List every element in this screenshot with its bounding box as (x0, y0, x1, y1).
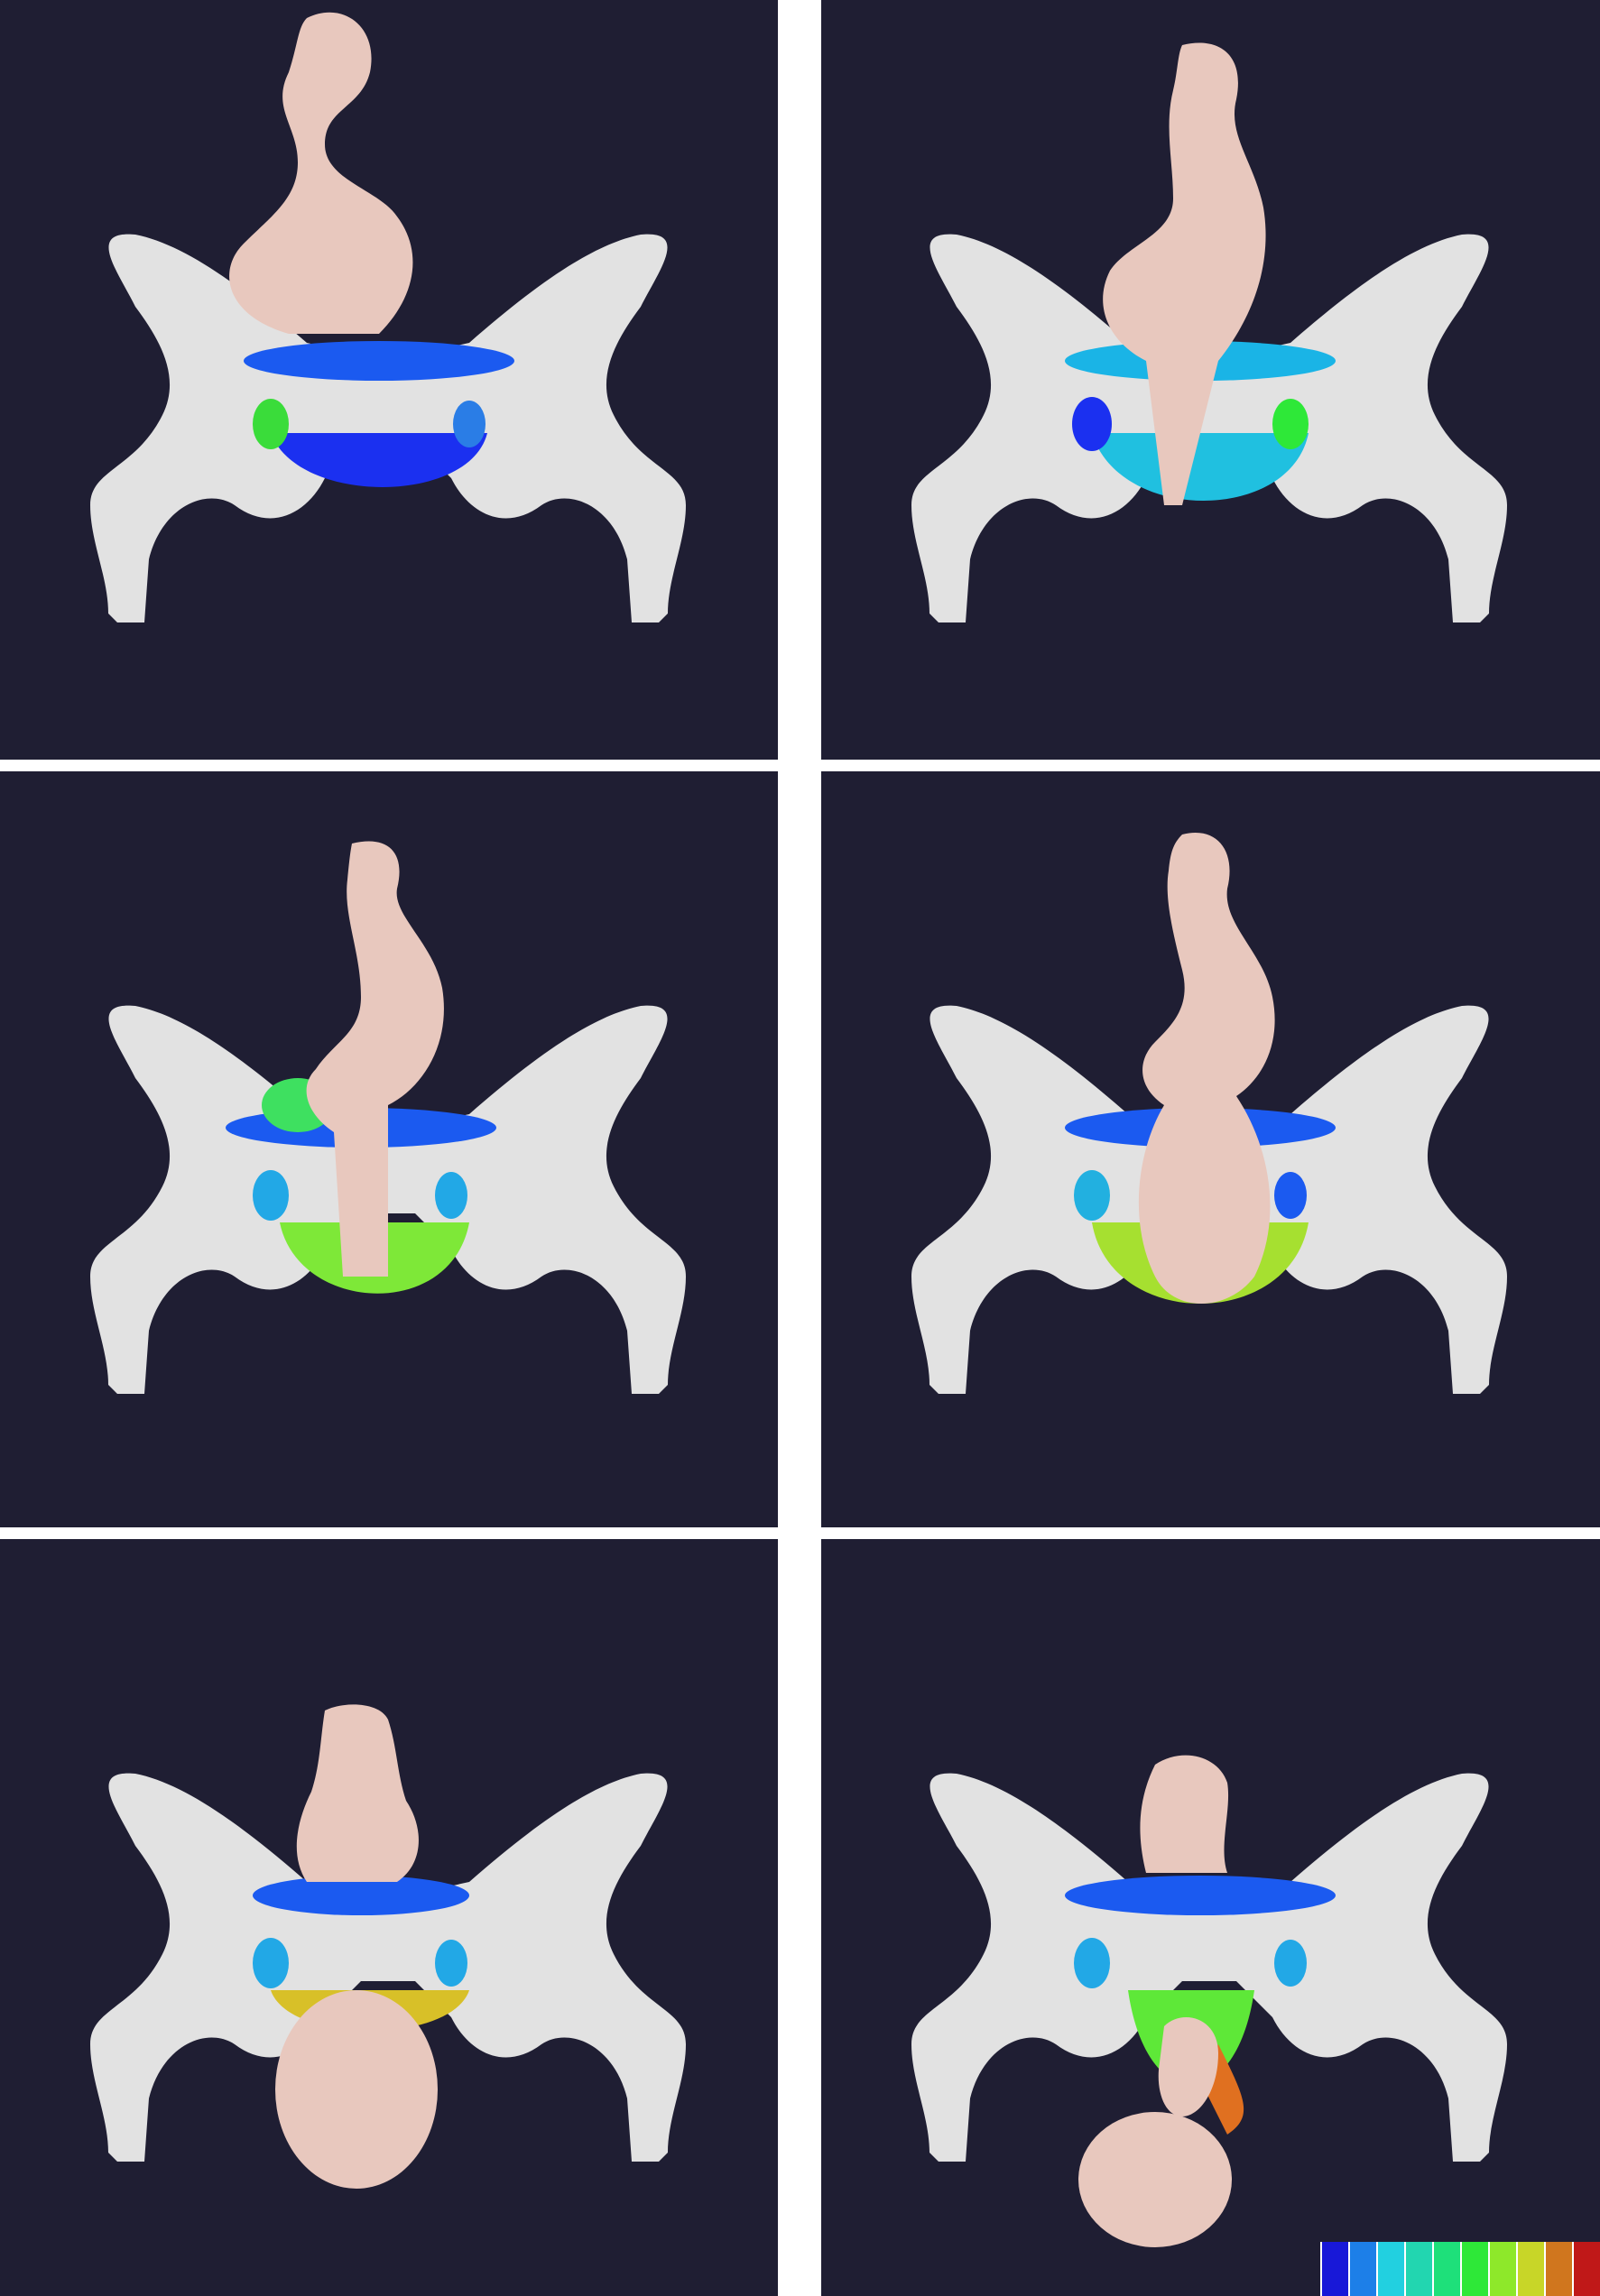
colorbar-swatch (1516, 2242, 1544, 2296)
pelvis-render-4 (911, 833, 1507, 1394)
fetus (229, 12, 413, 334)
panel-stage-3 (0, 771, 778, 1527)
pelvis-render-5 (90, 1704, 686, 2189)
pelvis-bone (90, 1773, 686, 2162)
fetus (275, 1704, 438, 2189)
fetus (1103, 42, 1266, 505)
pelvic-floor (244, 341, 514, 487)
pelvis-bone (911, 234, 1507, 622)
fetus (306, 841, 444, 1277)
pelvis-bone (911, 1773, 1507, 2162)
colorbar-swatch (1460, 2242, 1488, 2296)
colorbar-swatch (1348, 2242, 1376, 2296)
panel-stage-1 (0, 0, 778, 760)
pelvis-render-1 (90, 12, 686, 622)
colorbar-swatch (1572, 2242, 1600, 2296)
panel-stage-2 (821, 0, 1600, 760)
pelvis-render-6 (911, 1755, 1507, 2247)
colorbar-swatch (1404, 2242, 1432, 2296)
pelvis-render-3 (90, 841, 686, 1394)
fetus (1078, 1755, 1232, 2247)
colorbar-swatch (1320, 2242, 1348, 2296)
fetus (1138, 833, 1275, 1304)
panel-stage-5 (0, 1539, 778, 2296)
panel-stage-4 (821, 771, 1600, 1527)
colorbar-swatch (1544, 2242, 1572, 2296)
pelvis-render-2 (911, 42, 1507, 622)
colorbar-swatch (1376, 2242, 1404, 2296)
pelvis-bone (90, 234, 686, 622)
colorbar-swatch (1488, 2242, 1516, 2296)
colorbar-swatch (1432, 2242, 1460, 2296)
colorbar (1320, 2242, 1600, 2296)
panel-stage-6 (821, 1539, 1600, 2296)
